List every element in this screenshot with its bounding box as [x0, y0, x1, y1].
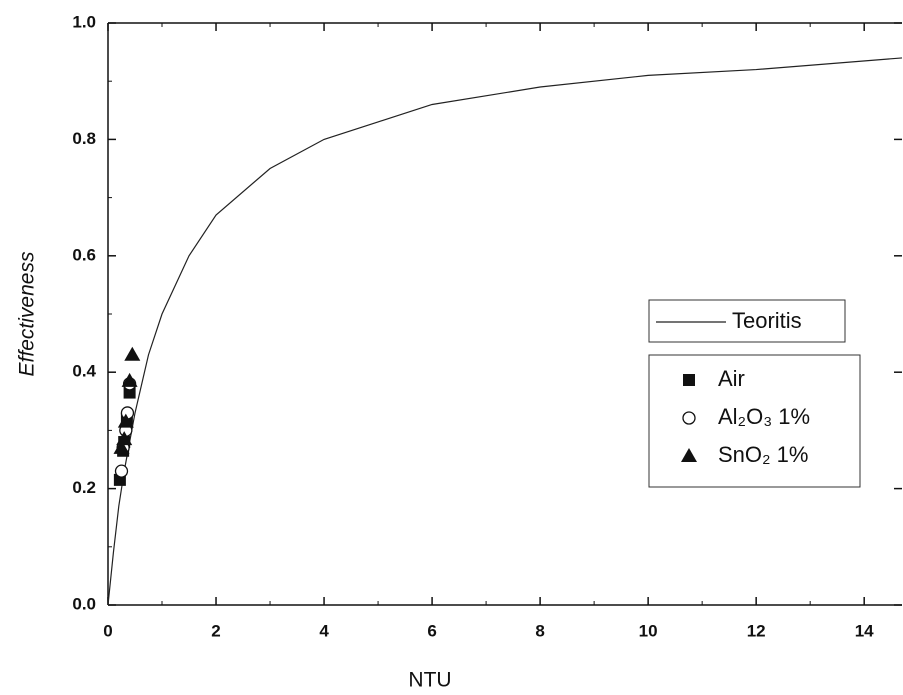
y-tick-label: 0.2 — [72, 478, 96, 497]
marker — [117, 413, 134, 428]
legend-label: SnO₂ 1% — [718, 442, 808, 467]
y-axis-label: Effectiveness — [16, 251, 39, 376]
legend-box — [648, 299, 846, 343]
x-tick-label: 8 — [535, 621, 544, 640]
marker — [113, 439, 130, 454]
marker — [681, 448, 697, 462]
legend-label: Al₂O₃ 1% — [718, 404, 810, 429]
legend-label: Teoritis — [732, 308, 802, 333]
y-tick-label: 0.6 — [72, 245, 96, 264]
y-tick-label: 0.0 — [72, 594, 96, 613]
x-tick-label: 0 — [103, 621, 112, 640]
marker — [123, 386, 136, 399]
y-tick-label: 1.0 — [72, 12, 96, 31]
x-tick-label: 4 — [319, 621, 329, 640]
x-tick-label: 14 — [855, 621, 874, 640]
x-tick-label: 10 — [639, 621, 658, 640]
marker — [114, 464, 129, 478]
x-tick-label: 2 — [211, 621, 220, 640]
marker — [116, 431, 133, 446]
marker — [683, 374, 695, 386]
x-axis-label: NTU — [408, 669, 451, 692]
x-tick-label: 12 — [747, 621, 766, 640]
marker — [682, 411, 696, 425]
y-tick-label: 0.8 — [72, 129, 96, 148]
marker — [124, 346, 141, 361]
y-tick-label: 0.4 — [72, 362, 96, 381]
x-tick-label: 6 — [427, 621, 436, 640]
legend-label: Air — [718, 366, 745, 391]
marker — [121, 372, 138, 387]
